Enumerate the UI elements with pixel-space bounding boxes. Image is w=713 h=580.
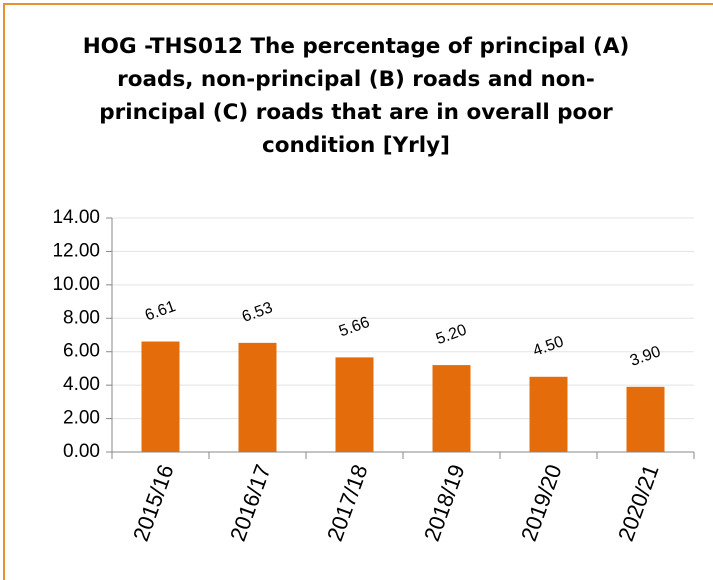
x-tick-label: 2015/16 [128, 461, 179, 544]
y-tick-label: 6.00 [63, 341, 100, 362]
y-tick-label: 2.00 [63, 408, 100, 429]
y-tick-label: 14.00 [52, 207, 100, 228]
x-tick-label: 2017/18 [322, 461, 373, 544]
bar [432, 365, 471, 452]
x-tick-label: 2018/19 [419, 461, 470, 544]
y-tick-label: 12.00 [52, 240, 100, 261]
value-label: 3.90 [628, 343, 663, 370]
x-tick-label: 2016/17 [225, 461, 276, 544]
y-tick-label: 8.00 [63, 307, 100, 328]
x-tick-label: 2019/20 [516, 461, 567, 544]
value-label: 5.20 [434, 321, 469, 348]
y-tick-label: 4.00 [63, 374, 100, 395]
bar [626, 386, 665, 452]
bar [335, 357, 374, 452]
x-tick-label: 2020/21 [613, 461, 664, 544]
value-label: 4.50 [531, 333, 566, 360]
y-tick-label: 0.00 [63, 441, 100, 462]
frame [3, 3, 713, 580]
bar [238, 342, 277, 452]
y-tick-label: 10.00 [52, 274, 100, 295]
value-label: 6.61 [143, 298, 178, 325]
value-label: 6.53 [240, 299, 275, 326]
bar [141, 341, 180, 452]
bar [529, 376, 568, 452]
chart-title: HOG -THS012 The percentage of principal … [82, 34, 630, 158]
